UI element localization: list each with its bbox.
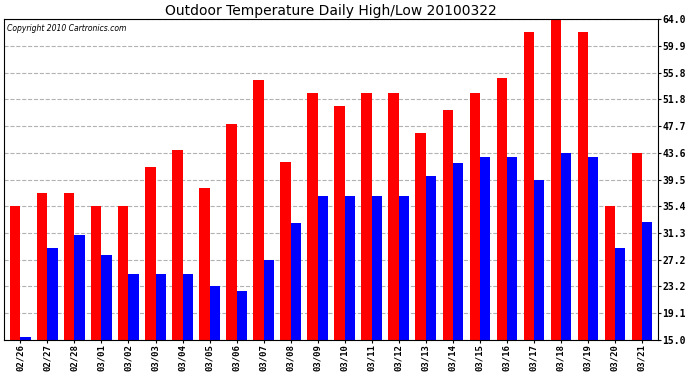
Bar — [631, 153, 642, 340]
Bar — [399, 196, 409, 340]
Bar — [226, 124, 237, 340]
Bar — [524, 32, 534, 340]
Bar — [372, 196, 382, 340]
Bar — [48, 248, 58, 340]
Bar — [307, 93, 317, 340]
Bar — [118, 206, 128, 340]
Bar — [237, 291, 247, 340]
Bar — [210, 286, 220, 340]
Bar — [290, 224, 301, 340]
Bar — [561, 153, 571, 340]
Bar — [578, 32, 588, 340]
Bar — [253, 80, 264, 340]
Bar — [345, 196, 355, 340]
Bar — [469, 93, 480, 340]
Text: Copyright 2010 Cartronics.com: Copyright 2010 Cartronics.com — [8, 24, 127, 33]
Bar — [362, 93, 372, 340]
Bar — [415, 133, 426, 340]
Bar — [551, 20, 561, 340]
Bar — [280, 162, 290, 340]
Bar — [388, 93, 399, 340]
Bar — [145, 167, 155, 340]
Bar — [21, 336, 30, 340]
Bar — [317, 196, 328, 340]
Title: Outdoor Temperature Daily High/Low 20100322: Outdoor Temperature Daily High/Low 20100… — [166, 4, 497, 18]
Bar — [128, 274, 139, 340]
Bar — [172, 150, 183, 340]
Bar — [497, 78, 507, 340]
Bar — [588, 157, 598, 340]
Bar — [642, 222, 652, 340]
Bar — [199, 188, 210, 340]
Bar — [264, 260, 274, 340]
Bar — [534, 180, 544, 340]
Bar — [183, 274, 193, 340]
Bar — [155, 274, 166, 340]
Bar — [10, 206, 21, 340]
Bar — [64, 193, 75, 340]
Bar — [91, 206, 101, 340]
Bar — [507, 157, 517, 340]
Bar — [453, 163, 463, 340]
Bar — [101, 255, 112, 340]
Bar — [615, 248, 625, 340]
Bar — [426, 176, 436, 340]
Bar — [480, 157, 490, 340]
Bar — [335, 106, 345, 340]
Bar — [442, 110, 453, 340]
Bar — [75, 235, 85, 340]
Bar — [37, 193, 48, 340]
Bar — [604, 206, 615, 340]
